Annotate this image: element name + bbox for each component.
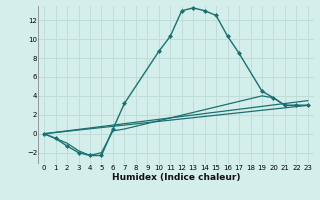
X-axis label: Humidex (Indice chaleur): Humidex (Indice chaleur) (112, 173, 240, 182)
